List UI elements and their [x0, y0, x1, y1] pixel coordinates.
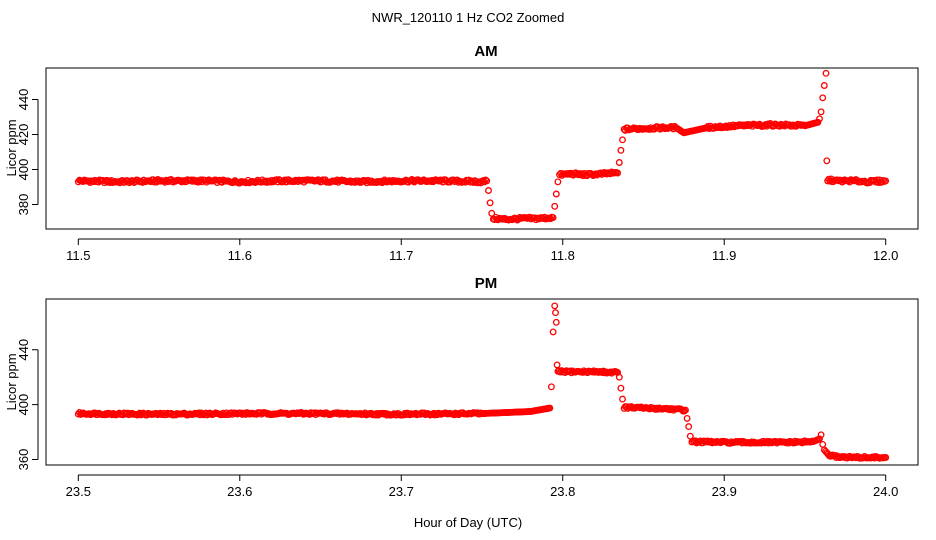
pm-data-point [685, 423, 693, 431]
pm-y-axis-title: Licor ppm [4, 353, 19, 410]
pm-data-points [74, 302, 890, 462]
am-data-point [816, 115, 823, 123]
pm-data-point [615, 373, 623, 381]
pm-x-tick-label: 24.0 [873, 484, 898, 499]
pm-x-tick-label: 23.8 [550, 484, 575, 499]
figure-x-axis-title: Hour of Day (UTC) [414, 515, 522, 530]
am-panel: AM 11.5 11.6 11.7 11.8 11.9 12.0 380 400 420 440… [4, 43, 919, 263]
figure-title: NWR_120110 1 Hz CO2 Zoomed [372, 10, 565, 25]
am-data-point [814, 118, 822, 126]
am-data-point [552, 190, 560, 198]
pm-data-point [552, 318, 560, 326]
pm-y-tick-label: 440 [16, 339, 31, 361]
am-y-axis-title: Licor ppm [4, 119, 19, 176]
pm-x-tick-label: 23.5 [66, 484, 91, 499]
am-x-tick-label: 12.0 [873, 248, 898, 263]
am-data-point [597, 169, 605, 177]
am-y-axis: 380 400 420 440 [16, 89, 39, 216]
am-x-tick-label: 11.8 [551, 248, 575, 263]
am-y-tick-label: 400 [16, 159, 31, 181]
pm-data-point [882, 454, 890, 461]
am-x-tick-label: 11.7 [389, 248, 413, 263]
pm-plot-frame [45, 298, 919, 466]
am-data-point [549, 214, 557, 222]
pm-data-point [549, 328, 557, 336]
am-x-tick-label: 11.9 [712, 248, 736, 263]
am-data-point [252, 178, 260, 186]
am-data-point [90, 178, 98, 185]
am-x-tick-label: 11.5 [66, 248, 90, 263]
am-data-point [485, 187, 492, 194]
am-data-point [554, 178, 562, 186]
pm-panel-title: PM [475, 275, 498, 292]
pm-data-point [338, 409, 346, 417]
pm-data-point [682, 406, 689, 414]
am-data-point [820, 82, 828, 89]
pm-x-tick-label: 23.6 [227, 484, 252, 499]
am-x-tick-label: 11.6 [228, 248, 252, 263]
pm-data-point [551, 302, 559, 310]
am-data-point [614, 169, 622, 177]
am-y-tick-label: 440 [16, 89, 31, 111]
am-data-point [819, 94, 827, 102]
pm-y-axis: 360 400 440 [16, 339, 39, 471]
am-data-point [817, 108, 825, 116]
am-y-tick-label: 420 [16, 124, 31, 146]
am-y-tick-label: 380 [16, 194, 31, 216]
am-data-point [483, 177, 491, 185]
pm-data-point [546, 404, 554, 412]
pm-data-point [817, 431, 825, 439]
pm-data-point [547, 383, 555, 391]
pm-y-tick-label: 400 [16, 394, 31, 416]
am-data-point [486, 199, 494, 207]
am-x-axis: 11.5 11.6 11.7 11.8 11.9 12.0 [66, 238, 898, 263]
am-data-point [882, 177, 890, 185]
pm-data-point [819, 440, 827, 448]
pm-x-axis: 23.5 23.6 23.7 23.8 23.9 24.0 [66, 474, 898, 499]
pm-data-point [816, 435, 823, 443]
am-data-point [457, 178, 465, 185]
pm-data-point [617, 384, 625, 392]
am-plot-frame [45, 67, 919, 230]
pm-panel: PM 23.5 23.6 23.7 23.8 23.9 24.0 360 400 440 Li… [4, 275, 919, 499]
am-data-points [74, 69, 890, 224]
pm-data-point [552, 309, 559, 317]
pm-y-tick-label: 360 [16, 449, 31, 471]
pm-x-tick-label: 23.7 [389, 484, 414, 499]
am-data-point [551, 202, 559, 210]
pm-data-point [683, 414, 691, 422]
am-data-point [646, 125, 653, 133]
pm-data-point [680, 407, 688, 415]
pm-x-tick-label: 23.9 [712, 484, 737, 499]
am-data-point [619, 136, 626, 144]
am-data-point [512, 215, 520, 223]
pm-data-point [619, 395, 626, 403]
am-data-point [823, 157, 831, 165]
pm-data-point [556, 368, 564, 376]
am-data-point [617, 146, 625, 154]
am-data-point [615, 159, 623, 166]
am-data-point [822, 69, 830, 77]
am-panel-title: AM [474, 43, 497, 60]
pm-data-point [553, 361, 561, 369]
am-data-point [482, 176, 490, 184]
